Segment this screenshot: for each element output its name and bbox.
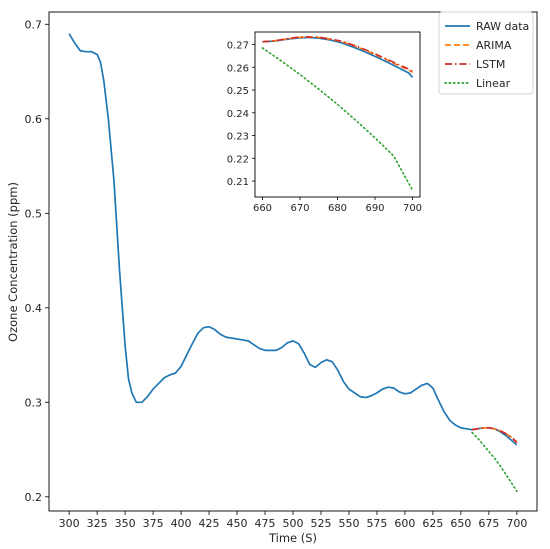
main-series-lstm [471, 427, 518, 443]
inset-y-tick-label: 0.21 [227, 177, 249, 188]
main-x-tick-label: 600 [394, 517, 415, 530]
inset-y-tick-label: 0.26 [227, 63, 249, 74]
main-x-tick-label: 650 [450, 517, 471, 530]
main-x-tick-label: 425 [199, 517, 220, 530]
inset-x-tick-label: 670 [290, 203, 309, 214]
main-x-tick-label: 675 [478, 517, 499, 530]
main-y-tick-label: 0.7 [25, 18, 43, 31]
main-x-tick-label: 500 [283, 517, 304, 530]
inset-y-ticks: 0.21 0.22 0.23 0.24 0.25 0.26 0.27 [227, 41, 255, 188]
main-x-tick-label: 700 [506, 517, 527, 530]
inset-series-lstm [262, 35, 413, 73]
inset-x-tick-label: 690 [365, 203, 384, 214]
main-series-lines [68, 33, 518, 492]
legend-label-lstm: LSTM [476, 58, 505, 71]
legend-label-arima: ARIMA [476, 39, 512, 52]
legend-label-raw-data: RAW data [476, 20, 529, 33]
main-x-tick-label: 575 [366, 517, 387, 530]
main-x-tick-label: 525 [310, 517, 331, 530]
main-y-tick-label: 0.4 [25, 302, 43, 315]
main-plot: 300 325 350 375 400 425 450 475 500 525 550 575 600 6… [6, 11, 538, 545]
main-x-tick-label: 550 [338, 517, 359, 530]
main-y-tick-label: 0.5 [25, 207, 43, 220]
inset-x-tick-label: 680 [328, 203, 347, 214]
y-axis-title: Ozone Concentration (ppm) [6, 182, 20, 342]
main-x-tick-label: 400 [171, 517, 192, 530]
main-series-raw-data [68, 33, 518, 446]
legend: RAW data ARIMA LSTM Linear [438, 11, 534, 95]
main-x-tick-label: 450 [227, 517, 248, 530]
inset-background [255, 32, 420, 197]
inset-plot: 660 670 680 690 700 0.21 0.22 0.23 0.24 0.25 0.26… [227, 31, 422, 214]
legend-box [438, 11, 534, 95]
main-x-ticks: 300 325 350 375 400 425 450 475 500 525 550 575 600 6… [59, 511, 527, 530]
main-y-tick-label: 0.2 [25, 491, 43, 504]
inset-x-tick-label: 700 [403, 203, 422, 214]
inset-x-tick-label: 660 [253, 203, 272, 214]
inset-y-tick-label: 0.24 [227, 109, 249, 120]
main-x-tick-label: 375 [143, 517, 164, 530]
main-series-linear [471, 431, 518, 492]
main-y-tick-label: 0.6 [25, 113, 43, 126]
main-x-tick-label: 625 [422, 517, 443, 530]
inset-series-raw-data [262, 36, 414, 79]
inset-series-lines [261, 35, 414, 191]
main-y-ticks: 0.2 0.3 0.4 0.5 0.6 0.7 [25, 18, 49, 504]
main-x-tick-label: 350 [115, 517, 136, 530]
main-x-tick-label: 325 [87, 517, 108, 530]
inset-y-tick-label: 0.27 [227, 41, 249, 52]
inset-y-tick-label: 0.22 [227, 154, 249, 165]
inset-y-tick-label: 0.25 [227, 86, 249, 97]
main-y-tick-label: 0.3 [25, 396, 43, 409]
main-x-tick-label: 300 [59, 517, 80, 530]
main-x-tick-label: 475 [255, 517, 276, 530]
inset-series-linear [261, 47, 414, 191]
x-axis-title: Time (S) [268, 531, 317, 545]
inset-x-ticks: 660 670 680 690 700 [253, 197, 422, 214]
inset-y-tick-label: 0.23 [227, 132, 249, 143]
legend-label-linear: Linear [476, 77, 511, 90]
legend-items: RAW data ARIMA LSTM Linear [444, 20, 529, 90]
